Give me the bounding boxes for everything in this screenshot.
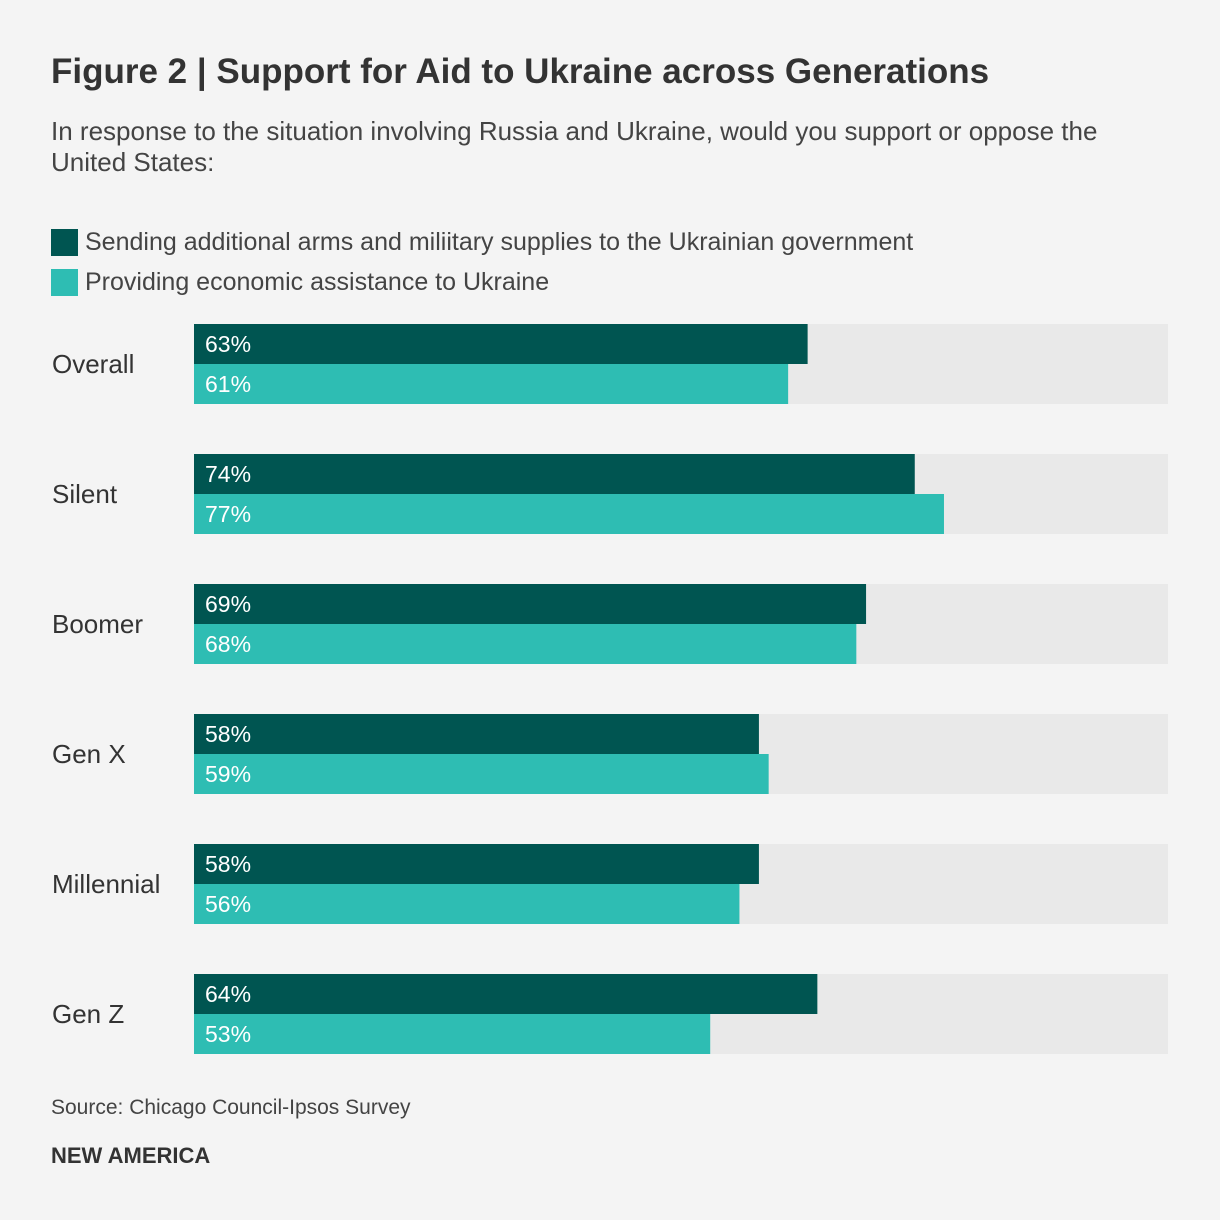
data-label-arms-overall: 63% (205, 331, 251, 357)
data-label-economic-millennial: 56% (205, 891, 251, 917)
category-label-boomer: Boomer (52, 609, 143, 639)
bar-arms-millennial (194, 844, 759, 884)
legend-swatch-arms (51, 228, 78, 256)
data-label-economic-boomer: 68% (205, 631, 251, 657)
bar-economic-gen-x (194, 754, 769, 794)
bar-arms-overall (194, 324, 808, 364)
bar-arms-silent (194, 454, 915, 494)
data-label-arms-millennial: 58% (205, 851, 251, 877)
bar-arms-boomer (194, 584, 867, 624)
legend-label-arms: Sending additional arms and miliitary su… (85, 227, 914, 256)
source-note: Source: Chicago Council-Ipsos Survey (51, 1096, 411, 1119)
data-label-economic-overall: 61% (205, 371, 251, 397)
category-label-gen-x: Gen X (52, 739, 126, 769)
data-label-arms-gen-z: 64% (205, 981, 251, 1007)
bar-arms-gen-x (194, 714, 759, 754)
brand-logo-text: NEW AMERICA (51, 1143, 211, 1168)
category-label-overall: Overall (52, 349, 134, 379)
category-label-gen-z: Gen Z (52, 999, 124, 1029)
data-label-economic-gen-z: 53% (205, 1021, 251, 1047)
category-label-millennial: Millennial (52, 869, 160, 899)
legend-label-economic: Providing economic assistance to Ukraine (85, 267, 550, 296)
category-label-silent: Silent (52, 479, 118, 509)
bar-economic-boomer (194, 624, 857, 664)
bar-arms-gen-z (194, 974, 818, 1014)
data-label-arms-boomer: 69% (205, 591, 251, 617)
chart-title: Figure 2 | Support for Aid to Ukraine ac… (51, 52, 990, 91)
bar-economic-silent (194, 494, 944, 534)
data-label-economic-gen-x: 59% (205, 761, 251, 787)
legend-item-economic: Providing economic assistance to Ukraine (51, 262, 913, 302)
bar-economic-millennial (194, 884, 740, 924)
data-label-arms-silent: 74% (205, 461, 251, 487)
legend-swatch-economic (51, 268, 78, 296)
data-label-economic-silent: 77% (205, 501, 251, 527)
bar-economic-overall (194, 364, 789, 404)
legend-item-arms: Sending additional arms and miliitary su… (51, 222, 913, 262)
bar-economic-gen-z (194, 1014, 711, 1054)
data-label-arms-gen-x: 58% (205, 721, 251, 747)
legend: Sending additional arms and miliitary su… (51, 222, 913, 302)
chart-subtitle: In response to the situation involving R… (51, 116, 1098, 177)
